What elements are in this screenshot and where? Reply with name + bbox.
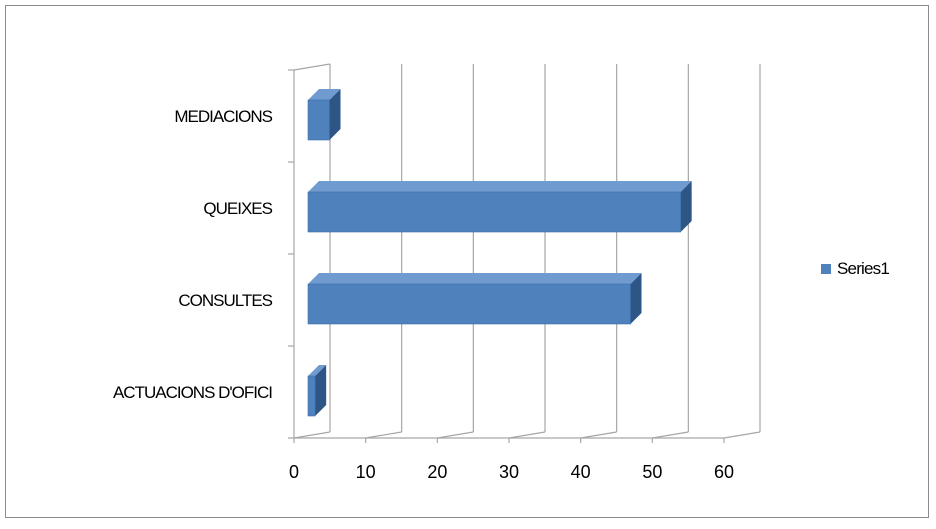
gridline-floor: [580, 431, 617, 439]
x-tick-label: 20: [427, 462, 447, 482]
labels: 0 10 20 30 40 50 60 ACTUACIONS D'OFICI CONSULTES…: [113, 107, 734, 482]
bar-side-face: [329, 89, 341, 140]
category-label: CONSULTES: [178, 291, 272, 310]
gridline-floor: [437, 431, 474, 439]
x-tick-label: 10: [356, 462, 376, 482]
bar-top-face: [308, 89, 341, 100]
gridlines: [293, 64, 761, 439]
legend-swatch: [821, 264, 831, 274]
bar: [307, 365, 327, 417]
wall-edge: [293, 63, 331, 71]
x-tick-label: 30: [499, 462, 519, 482]
bar-side-face: [630, 273, 642, 324]
bar-top-face: [308, 181, 692, 192]
x-tick-label: 0: [289, 462, 299, 482]
gridline-floor: [652, 431, 689, 439]
bar-front-face: [307, 191, 681, 233]
bar-top-face: [308, 273, 642, 284]
gridline-floor: [365, 431, 402, 439]
x-tick-label: 60: [714, 462, 734, 482]
chart-area-border: [5, 5, 929, 518]
gridline-floor: [508, 431, 546, 439]
axes: [288, 63, 725, 443]
category-label: QUEIXES: [203, 199, 272, 218]
category-label: ACTUACIONS D'OFICI: [113, 383, 272, 402]
bar-front-face: [307, 375, 316, 417]
bar-front-face: [307, 283, 631, 325]
x-tick-label: 50: [642, 462, 662, 482]
category-label: MEDIACIONS: [174, 107, 272, 126]
bar: [307, 273, 642, 325]
bar-side-face: [315, 365, 327, 416]
bar: [307, 181, 692, 233]
gridline-floor: [293, 431, 331, 439]
bar-front-face: [307, 99, 330, 141]
bar-top-face: [308, 365, 327, 376]
bars: [307, 89, 692, 417]
bar: [307, 89, 341, 141]
bar-side-face: [680, 181, 692, 232]
gridline-floor: [723, 431, 761, 439]
x-tick-label: 40: [571, 462, 591, 482]
legend: Series1: [821, 259, 890, 278]
legend-label: Series1: [837, 259, 889, 278]
